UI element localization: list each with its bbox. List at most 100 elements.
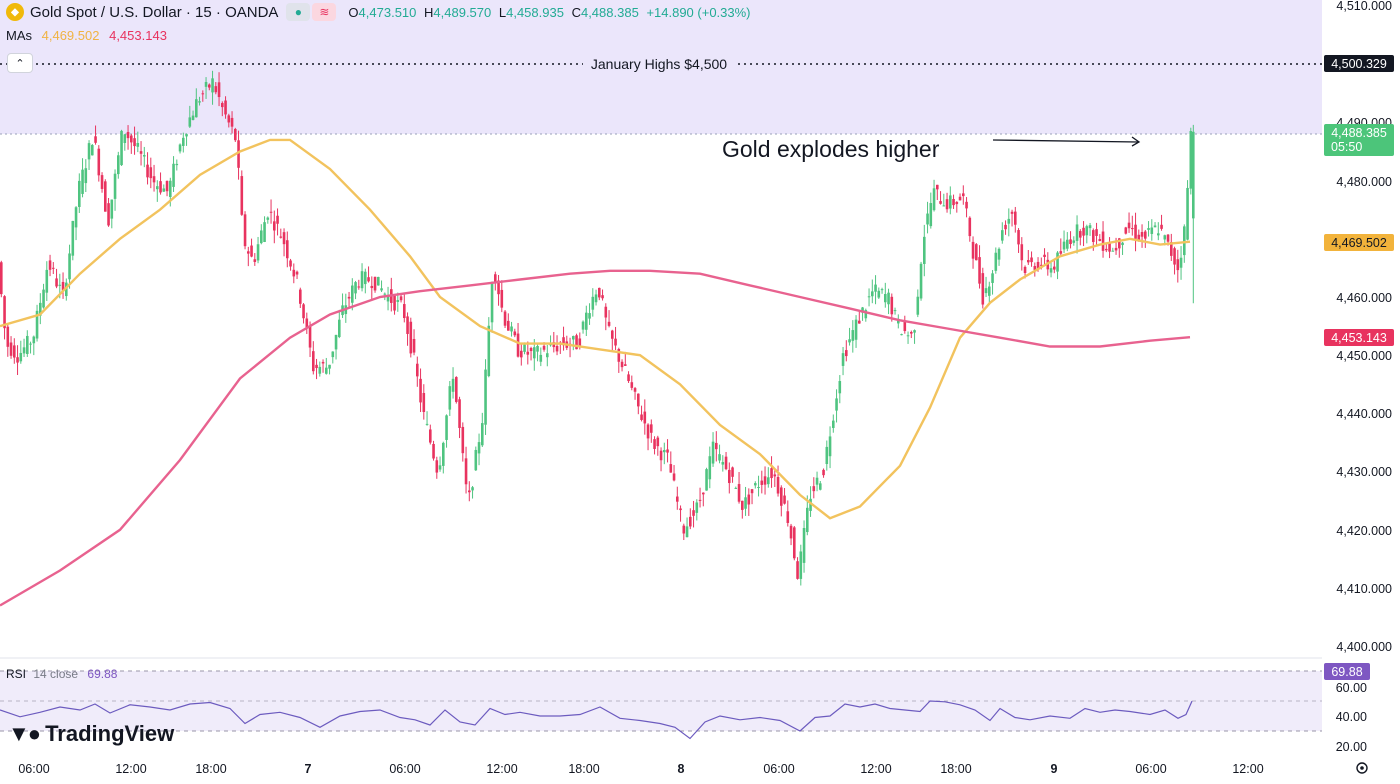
candle-body <box>984 288 988 294</box>
ma-legend[interactable]: MAs 4,469.502 4,453.143 <box>6 28 167 43</box>
candle-body <box>234 128 237 141</box>
price-tick: 4,400.000 <box>1336 640 1392 654</box>
candle <box>549 335 552 347</box>
candle <box>204 77 208 99</box>
candle <box>809 486 812 517</box>
candle <box>9 336 13 359</box>
candle-body <box>1111 250 1115 252</box>
candle-body <box>6 326 10 347</box>
candle <box>243 211 247 250</box>
annotation-arrow <box>992 139 1139 143</box>
candle <box>279 228 283 239</box>
candle-body <box>117 155 120 175</box>
price-tick: 4,440.000 <box>1336 407 1392 421</box>
candle-body <box>373 276 377 291</box>
candle-body <box>666 449 669 453</box>
gold-symbol-icon[interactable]: ◆ <box>6 3 24 21</box>
candle <box>455 376 458 404</box>
candle-body <box>520 350 523 358</box>
candle-body <box>728 469 731 484</box>
settings-gear-icon[interactable] <box>1356 762 1368 774</box>
candle <box>744 486 747 516</box>
candle-body <box>71 220 75 256</box>
candle <box>601 289 604 301</box>
candle-body <box>685 526 689 538</box>
candle <box>22 338 26 358</box>
candle-body <box>195 99 198 118</box>
candle-body <box>55 278 58 287</box>
rsi-legend-value: 69.88 <box>87 667 118 681</box>
candle <box>149 157 153 189</box>
candle-body <box>325 367 328 374</box>
price-axis[interactable]: 4,510.000 4,490.000 4,480.000 4,460.000 … <box>1324 0 1394 754</box>
candle <box>962 185 965 205</box>
candle-body <box>429 429 432 443</box>
candle <box>191 110 195 121</box>
candle <box>975 243 978 261</box>
candle <box>97 145 101 182</box>
symbol-title[interactable]: Gold Spot / U.S. Dollar · 15 · OANDA <box>30 3 279 21</box>
candle-body <box>256 244 260 261</box>
collapse-legend-button[interactable]: ⌃ <box>7 53 33 73</box>
candle <box>146 152 149 185</box>
candle <box>620 359 624 372</box>
candle-body <box>1033 266 1037 270</box>
tradingview-logo[interactable]: ▼● TradingView <box>8 721 174 747</box>
candle <box>663 442 666 465</box>
time-axis[interactable]: 06:00 12:00 18:00 7 06:00 12:00 18:00 8 … <box>18 762 1263 776</box>
candle <box>1085 224 1089 244</box>
ma-fast-price-text: 4,469.502 <box>1331 236 1387 250</box>
candle <box>425 411 429 426</box>
candle <box>487 317 491 378</box>
candle <box>477 433 481 466</box>
time-tick: 12:00 <box>115 762 146 776</box>
candle-body <box>393 295 396 311</box>
candle <box>364 268 367 294</box>
candle-body <box>16 357 19 363</box>
candle <box>442 441 445 474</box>
candle <box>1157 222 1160 241</box>
candle-body <box>503 311 507 326</box>
candle <box>1134 212 1137 252</box>
candle-body <box>146 164 149 178</box>
candle-body <box>854 319 858 340</box>
candle-body <box>734 487 738 489</box>
candle-body <box>1189 131 1193 189</box>
countdown-text: 05:50 <box>1331 140 1362 154</box>
candle <box>416 356 419 387</box>
candle <box>373 276 377 293</box>
candle <box>464 446 468 494</box>
candle-body <box>887 292 890 305</box>
candle <box>812 477 816 499</box>
candle <box>968 216 972 242</box>
candle <box>1183 224 1186 263</box>
candle-body <box>646 424 650 439</box>
candle-body <box>513 331 517 336</box>
candle-body <box>422 392 426 412</box>
candle <box>614 326 617 350</box>
candle <box>84 159 88 193</box>
market-status-icon[interactable]: ● <box>286 3 311 21</box>
candle-body <box>149 167 153 179</box>
candle <box>198 96 201 106</box>
candle-body <box>403 304 406 319</box>
compare-icon[interactable]: ≋ <box>312 3 337 21</box>
candle <box>497 274 500 306</box>
candle <box>926 201 929 234</box>
candle <box>321 359 325 373</box>
candle-body <box>581 321 585 330</box>
candle <box>997 247 1001 266</box>
rsi-legend[interactable]: RSI 14 close 69.88 <box>6 667 117 681</box>
candle <box>942 193 946 207</box>
candle-body <box>828 436 832 457</box>
candle <box>1153 222 1157 228</box>
candle-body <box>536 345 539 352</box>
candle <box>1043 248 1046 265</box>
candle-body <box>1017 230 1020 245</box>
candle-body <box>477 442 481 454</box>
candle-body <box>724 456 728 470</box>
candle-body <box>533 347 536 359</box>
candle <box>656 435 660 456</box>
candle <box>858 311 861 324</box>
